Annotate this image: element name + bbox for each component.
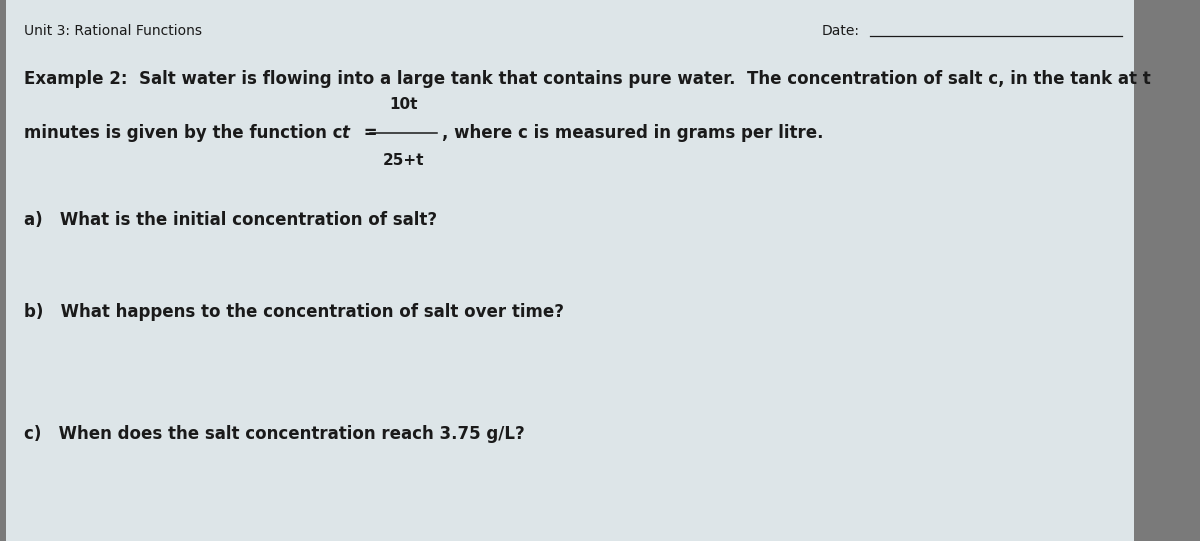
Text: t: t (341, 123, 349, 142)
Text: 25+t: 25+t (383, 153, 424, 168)
Text: 10t: 10t (389, 97, 418, 112)
Text: Example 2:  Salt water is flowing into a large tank that contains pure water.  T: Example 2: Salt water is flowing into a … (24, 70, 1151, 88)
Text: a)   What is the initial concentration of salt?: a) What is the initial concentration of … (24, 211, 437, 229)
Text: minutes is given by the function c: minutes is given by the function c (24, 123, 342, 142)
Text: Unit 3: Rational Functions: Unit 3: Rational Functions (24, 24, 202, 38)
Text: =: = (358, 123, 383, 142)
Text: c)   When does the salt concentration reach 3.75 g/L?: c) When does the salt concentration reac… (24, 425, 524, 443)
FancyBboxPatch shape (6, 0, 1134, 541)
Text: b)   What happens to the concentration of salt over time?: b) What happens to the concentration of … (24, 303, 564, 321)
Text: Date:: Date: (822, 24, 860, 38)
Text: , where c is measured in grams per litre.: , where c is measured in grams per litre… (442, 123, 823, 142)
